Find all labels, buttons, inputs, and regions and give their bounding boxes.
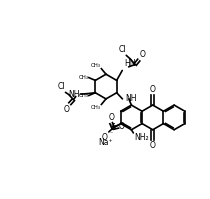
Text: Cl: Cl	[118, 45, 126, 54]
Text: S: S	[111, 123, 116, 133]
Text: O: O	[102, 133, 108, 142]
Text: HN: HN	[124, 60, 136, 68]
Text: O: O	[119, 122, 125, 131]
Text: NH: NH	[125, 94, 137, 103]
Text: NH₂: NH₂	[134, 133, 149, 142]
Text: Na⁺: Na⁺	[98, 138, 113, 146]
Text: CH₃: CH₃	[78, 93, 88, 98]
Text: NH: NH	[69, 90, 80, 99]
Text: O: O	[150, 141, 156, 150]
Text: Cl: Cl	[57, 82, 65, 91]
Text: O: O	[63, 105, 69, 114]
Text: ⁻: ⁻	[110, 133, 113, 138]
Text: CH₃: CH₃	[91, 105, 101, 110]
Text: CH₃: CH₃	[91, 63, 101, 68]
Text: O: O	[108, 113, 114, 122]
Text: O: O	[139, 50, 145, 59]
Text: O: O	[150, 85, 156, 94]
Text: CH₃: CH₃	[78, 75, 88, 80]
